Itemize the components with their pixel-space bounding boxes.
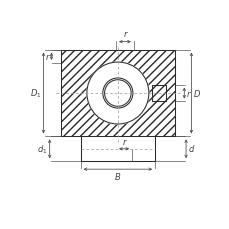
Text: r: r: [186, 89, 190, 98]
Text: r: r: [45, 52, 49, 62]
Text: D: D: [193, 89, 199, 98]
Bar: [152, 85, 165, 102]
Text: $D_1$: $D_1$: [30, 87, 41, 100]
Text: r: r: [122, 137, 125, 146]
Bar: [61, 50, 174, 137]
Text: r: r: [123, 30, 126, 39]
Circle shape: [87, 63, 148, 124]
Bar: [61, 50, 174, 137]
Circle shape: [104, 80, 131, 107]
Text: $d_1$: $d_1$: [37, 143, 47, 155]
Circle shape: [102, 79, 132, 109]
Bar: [152, 85, 165, 102]
Text: B: B: [114, 172, 120, 181]
Text: d: d: [187, 145, 193, 154]
